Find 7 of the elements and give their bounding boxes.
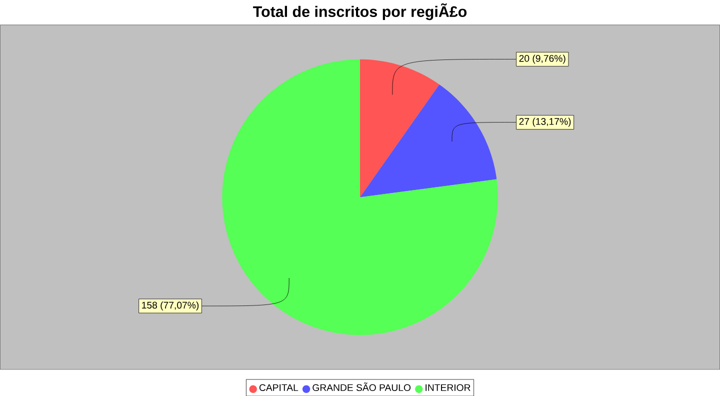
- legend-label: CAPITAL: [259, 384, 298, 391]
- legend-label: INTERIOR: [426, 384, 470, 391]
- chart-title: Total de inscritos por regiÃ£o: [253, 3, 467, 20]
- data-label: 20 (9,76%): [519, 54, 566, 64]
- legend-label: GRANDE SÃO PAULO: [312, 382, 411, 391]
- data-label: 27 (13,17%): [519, 118, 571, 127]
- data-label: 158 (77,07%): [142, 301, 199, 310]
